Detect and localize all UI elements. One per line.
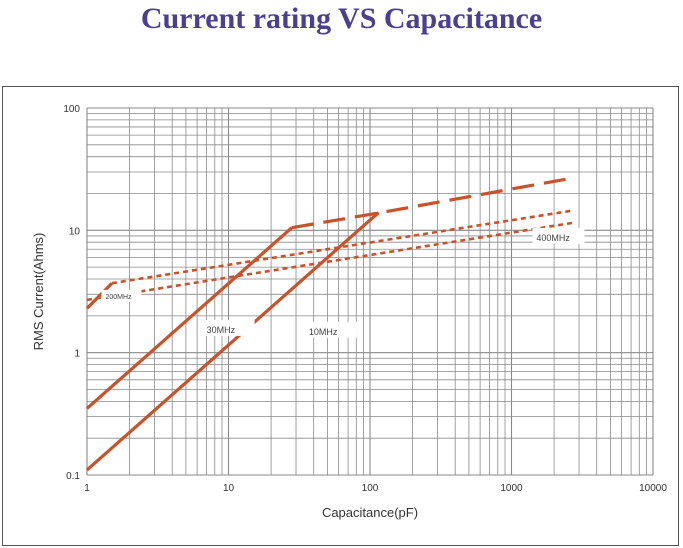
tick-labels: 1 10 100 1000 10000 0.1 1 10 100	[63, 104, 667, 494]
series-line-400mhz-dotted	[111, 209, 573, 285]
grid	[86, 107, 654, 476]
annotation-10mhz: 10MHz	[309, 327, 338, 337]
x-tick-label: 10	[223, 483, 235, 494]
series-line-30mhz-solid	[85, 226, 293, 410]
x-tick-label: 1000	[500, 483, 523, 494]
x-axis-title: Capacitance(pF)	[322, 505, 418, 520]
y-tick-label: 10	[69, 226, 81, 237]
annotation-bg	[101, 289, 142, 302]
annotation-bg	[304, 321, 357, 338]
series-line-200mhz-dotted	[86, 221, 573, 302]
annotation-30mhz: 30MHz	[207, 325, 236, 335]
y-tick-label: 100	[63, 104, 80, 115]
annotation-400mhz: 400MHz	[536, 233, 570, 243]
y-tick-label: 1	[74, 349, 80, 360]
annotation-200mhz: 200MHz	[105, 294, 132, 301]
series-lines	[85, 176, 576, 472]
x-tick-label: 10000	[639, 483, 667, 494]
series-line-200mhz-solid	[85, 282, 114, 310]
x-tick-label: 100	[362, 483, 379, 494]
y-tick-label: 0.1	[66, 471, 80, 482]
annotation-bg	[202, 319, 255, 336]
x-tick-label: 1	[84, 483, 90, 494]
series-line-30mhz-dashed	[291, 176, 576, 230]
series-line-10mhz-solid	[85, 211, 380, 472]
page-title: Current rating VS Capacitance	[140, 2, 543, 35]
chart-svg: 400MHz 200MHz 30MHz 10MHz 1 10 100 1000 10000 0.…	[31, 104, 667, 520]
annotation-bg	[532, 227, 585, 244]
chart-frame: 400MHz 200MHz 30MHz 10MHz 1 10 100 1000 10000 0.…	[2, 86, 679, 546]
annotations: 400MHz 200MHz 30MHz 10MHz	[101, 227, 585, 338]
y-axis-title: RMS Current(Ahms)	[31, 233, 46, 351]
